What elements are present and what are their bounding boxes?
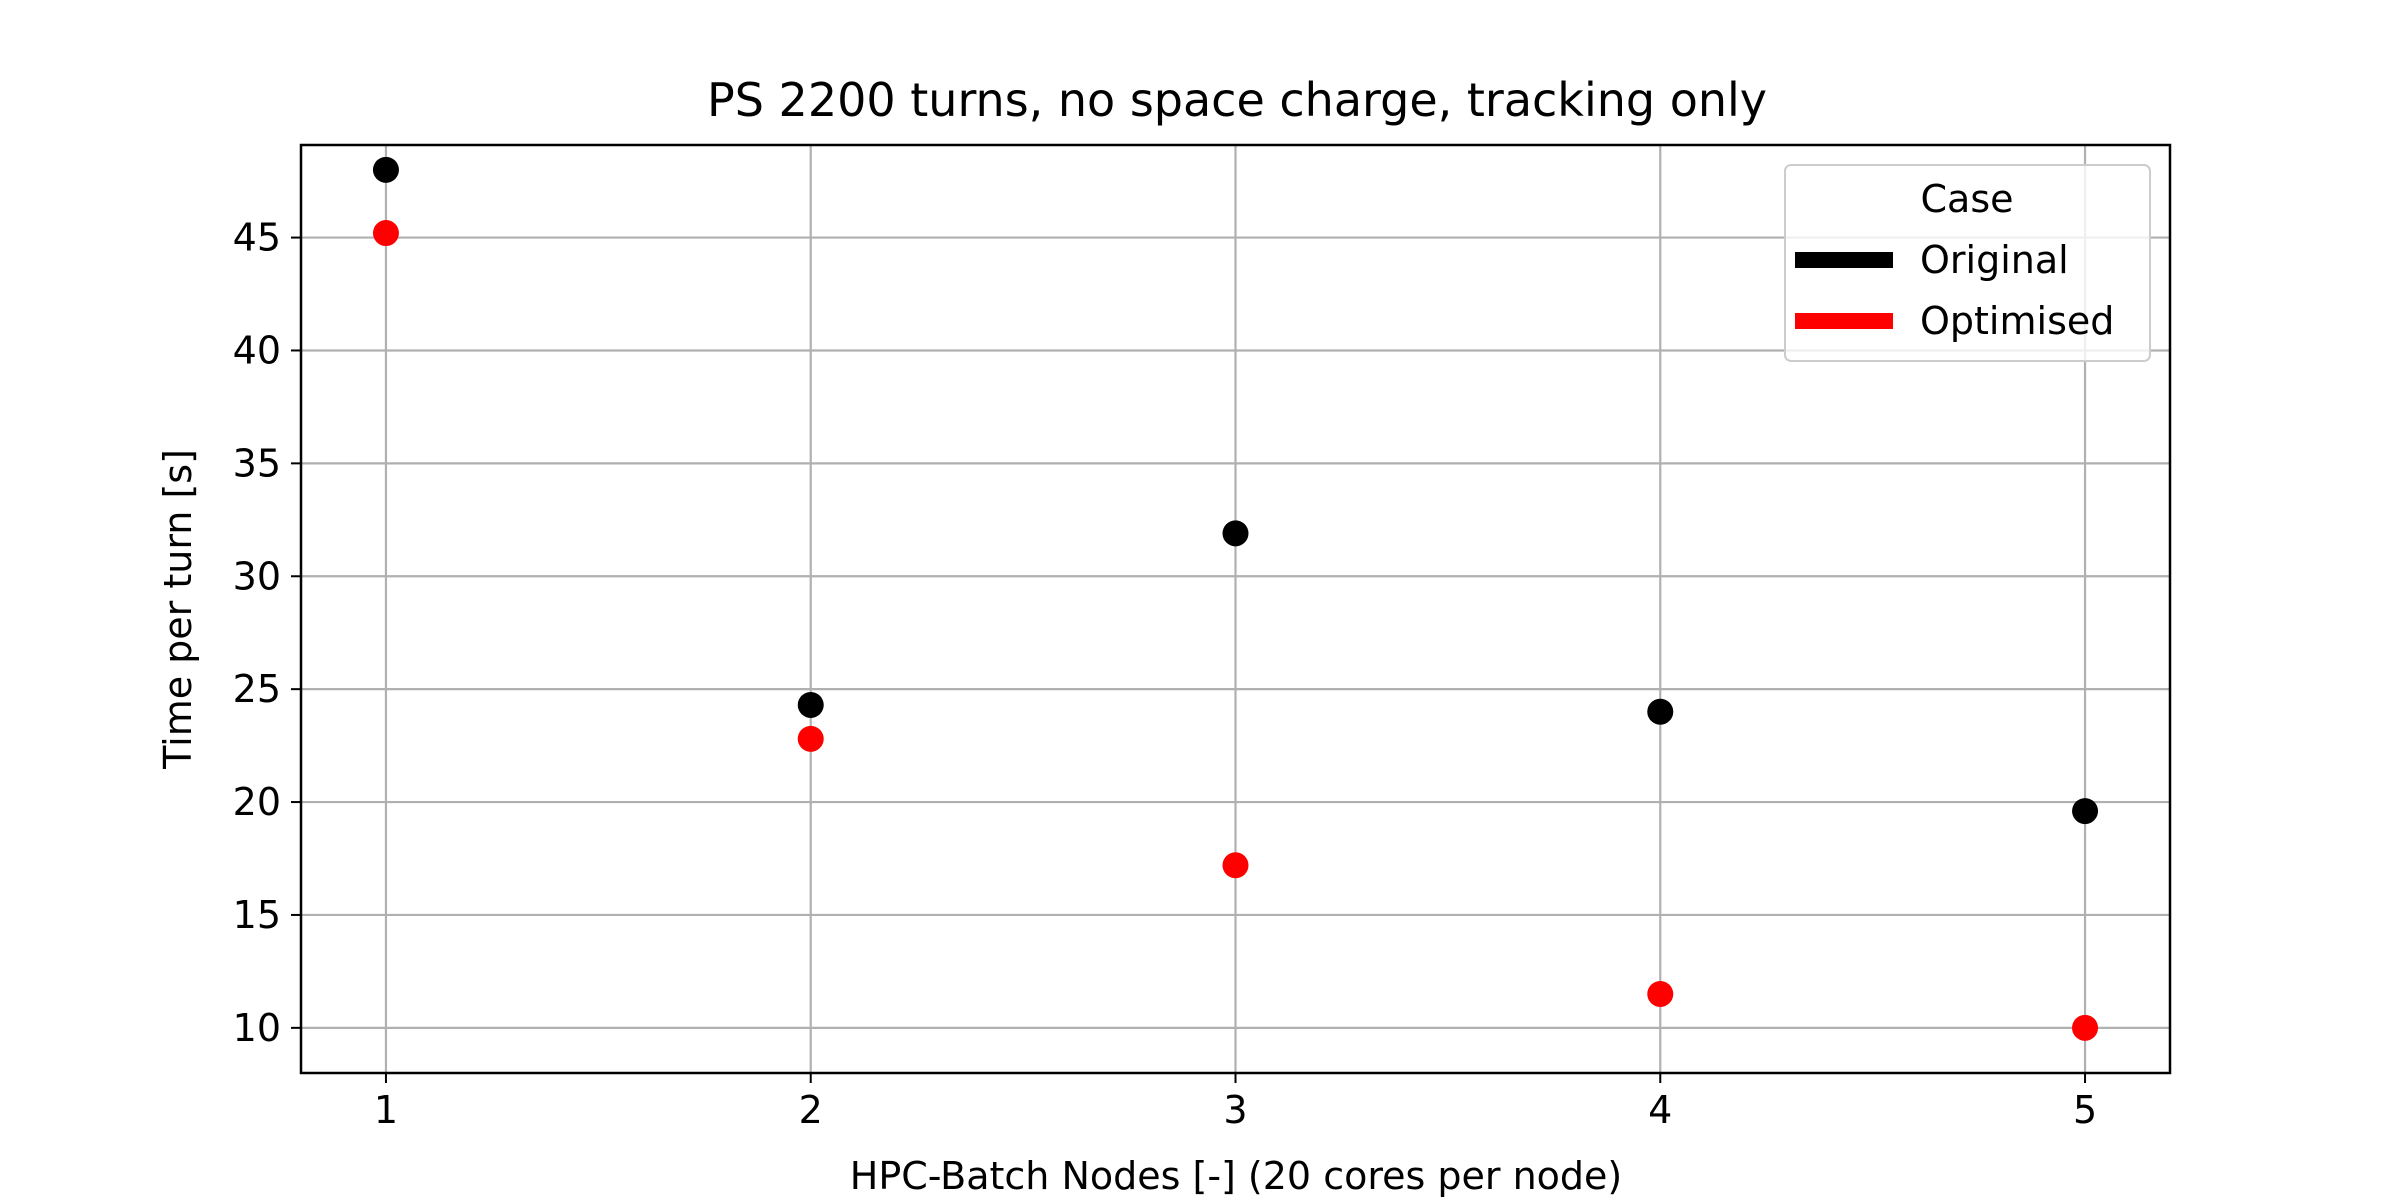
y-tick-label: 20 (233, 780, 281, 824)
legend-label-optimised: Optimised (1920, 299, 2114, 343)
point-optimised-2 (797, 725, 824, 752)
y-tick-label: 15 (233, 893, 281, 937)
point-original-3 (1222, 520, 1249, 547)
legend-label-original: Original (1920, 238, 2069, 282)
legend: Case Original Optimised (1784, 164, 2151, 362)
x-axis-ticks: 1 2 3 4 5 (374, 1073, 2097, 1132)
point-optimised-5 (2072, 1014, 2099, 1041)
point-original-2 (797, 691, 824, 718)
y-tick-label: 35 (233, 441, 281, 485)
legend-box (1784, 164, 2151, 362)
x-axis-label: HPC-Batch Nodes [-] (20 cores per node) (850, 1154, 1623, 1198)
gridlines (301, 145, 2170, 1073)
point-optimised-1 (372, 220, 399, 247)
y-axis-ticks: 10 15 20 25 30 35 40 45 (233, 216, 301, 1050)
x-tick-label: 4 (1648, 1088, 1672, 1132)
data-points (372, 156, 2099, 1041)
x-tick-label: 1 (374, 1088, 398, 1132)
x-tick-label: 5 (2073, 1088, 2097, 1132)
y-tick-label: 40 (233, 328, 281, 372)
y-tick-label: 45 (233, 216, 281, 260)
point-optimised-3 (1222, 852, 1249, 879)
point-original-1 (372, 156, 399, 183)
point-optimised-4 (1647, 980, 1674, 1007)
chart-title: PS 2200 turns, no space charge, tracking… (707, 73, 1767, 127)
y-tick-label: 10 (233, 1006, 281, 1050)
point-original-5 (2072, 798, 2099, 825)
y-tick-label: 30 (233, 554, 281, 598)
point-original-4 (1647, 698, 1674, 725)
x-tick-label: 2 (799, 1088, 823, 1132)
y-tick-label: 25 (233, 667, 281, 711)
y-axis-label: Time per turn [s] (156, 449, 200, 770)
x-tick-label: 3 (1223, 1088, 1247, 1132)
legend-title: Case (1921, 177, 2014, 221)
